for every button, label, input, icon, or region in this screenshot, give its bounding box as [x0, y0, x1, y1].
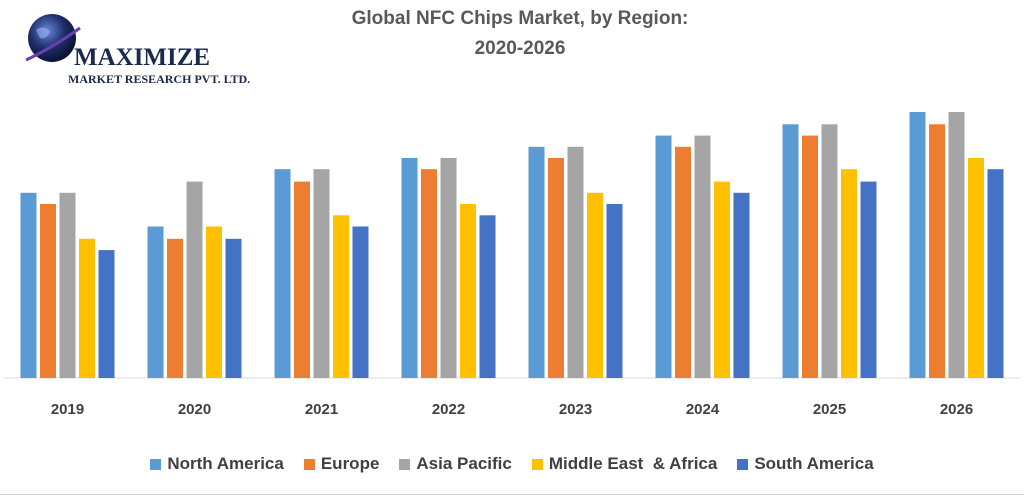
- legend-swatch: [303, 458, 315, 470]
- bar-europe-2022: [421, 169, 437, 378]
- bar-chart: 2019 2020 2021 2022 2023 2024 2025 2026: [4, 112, 1020, 418]
- x-tick-label: 2025: [813, 401, 846, 418]
- bar-south-america-2022: [479, 215, 496, 378]
- legend-item: North America: [150, 454, 284, 474]
- bar-europe-2020: [167, 238, 183, 378]
- bar-middle-east-africa-2021: [333, 215, 349, 378]
- bar-middle-east-africa-2024: [714, 181, 730, 378]
- legend-label: South America: [754, 454, 874, 473]
- legend-swatch: [737, 458, 749, 470]
- x-tick-label: 2023: [559, 401, 592, 418]
- bar-south-america-2023: [606, 204, 623, 378]
- bar-europe-2024: [675, 146, 691, 378]
- bar-north-america-2022: [401, 158, 418, 378]
- bar-middle-east-africa-2020: [206, 226, 222, 378]
- legend-label: Middle East & Africa: [548, 454, 718, 473]
- bar-asia-pacific-2022: [440, 158, 457, 378]
- bar-north-america-2023: [528, 146, 545, 378]
- bar-asia-pacific-2021: [313, 169, 330, 378]
- legend-item: Middle East & Africa: [531, 454, 718, 474]
- bar-asia-pacific-2020: [186, 181, 203, 378]
- x-tick-label: 2026: [940, 401, 973, 418]
- bar-north-america-2019: [20, 192, 37, 378]
- bar-europe-2023: [548, 158, 564, 378]
- chart-legend: North America Europe Asia Pacific Middle Ea…: [0, 452, 1024, 476]
- bar-europe-2019: [40, 204, 56, 378]
- bar-north-america-2020: [147, 226, 164, 378]
- x-tick-label: 2022: [432, 401, 465, 418]
- x-tick-label: 2021: [305, 401, 338, 418]
- legend-label: Asia Pacific: [416, 454, 512, 473]
- bar-south-america-2021: [352, 226, 369, 378]
- bar-europe-2021: [294, 181, 310, 378]
- logo-name: MAXIMIZE: [74, 44, 211, 71]
- bar-south-america-2025: [860, 181, 877, 378]
- legend-swatch: [150, 458, 162, 470]
- bar-south-america-2020: [225, 238, 242, 378]
- bar-asia-pacific-2023: [567, 146, 584, 378]
- bar-middle-east-africa-2023: [587, 192, 603, 378]
- bar-asia-pacific-2025: [821, 124, 838, 378]
- legend-swatch: [399, 458, 411, 470]
- logo-subtitle: MARKET RESEARCH PVT. LTD.: [68, 72, 251, 86]
- bar-north-america-2021: [274, 169, 291, 378]
- globe-icon: [25, 14, 81, 62]
- bar-middle-east-africa-2019: [79, 238, 95, 378]
- bar-europe-2025: [802, 135, 818, 378]
- bottom-divider: [0, 494, 1024, 495]
- legend-item: Europe: [303, 454, 380, 474]
- bar-south-america-2019: [98, 250, 115, 378]
- bar-north-america-2025: [782, 124, 799, 378]
- x-tick-label: 2024: [686, 401, 720, 418]
- bar-middle-east-africa-2022: [460, 204, 476, 378]
- legend-label: Europe: [320, 454, 380, 473]
- bar-asia-pacific-2024: [694, 135, 711, 378]
- legend-item: Asia Pacific: [399, 454, 512, 474]
- bar-north-america-2026: [909, 112, 926, 378]
- bar-asia-pacific-2019: [59, 192, 76, 378]
- chart-title: Global NFC Chips Market, by Region: 2020…: [330, 4, 710, 64]
- legend-item: South America: [737, 454, 874, 474]
- legend-swatch: [531, 458, 543, 470]
- company-logo: MAXIMIZE MARKET RESEARCH PVT. LTD.: [22, 8, 262, 88]
- chart-title-line1: Global NFC Chips Market, by Region:: [351, 8, 689, 29]
- bar-south-america-2024: [733, 192, 750, 378]
- x-tick-label: 2020: [178, 401, 211, 418]
- legend-label: North America: [167, 454, 284, 473]
- bar-middle-east-africa-2026: [968, 158, 984, 378]
- bar-europe-2026: [929, 124, 945, 378]
- bar-north-america-2024: [655, 135, 672, 378]
- bar-south-america-2026: [987, 169, 1004, 378]
- chart-title-line2: 2020-2026: [474, 38, 566, 59]
- bar-middle-east-africa-2025: [841, 169, 857, 378]
- bar-asia-pacific-2026: [948, 112, 965, 378]
- x-tick-label: 2019: [51, 401, 84, 418]
